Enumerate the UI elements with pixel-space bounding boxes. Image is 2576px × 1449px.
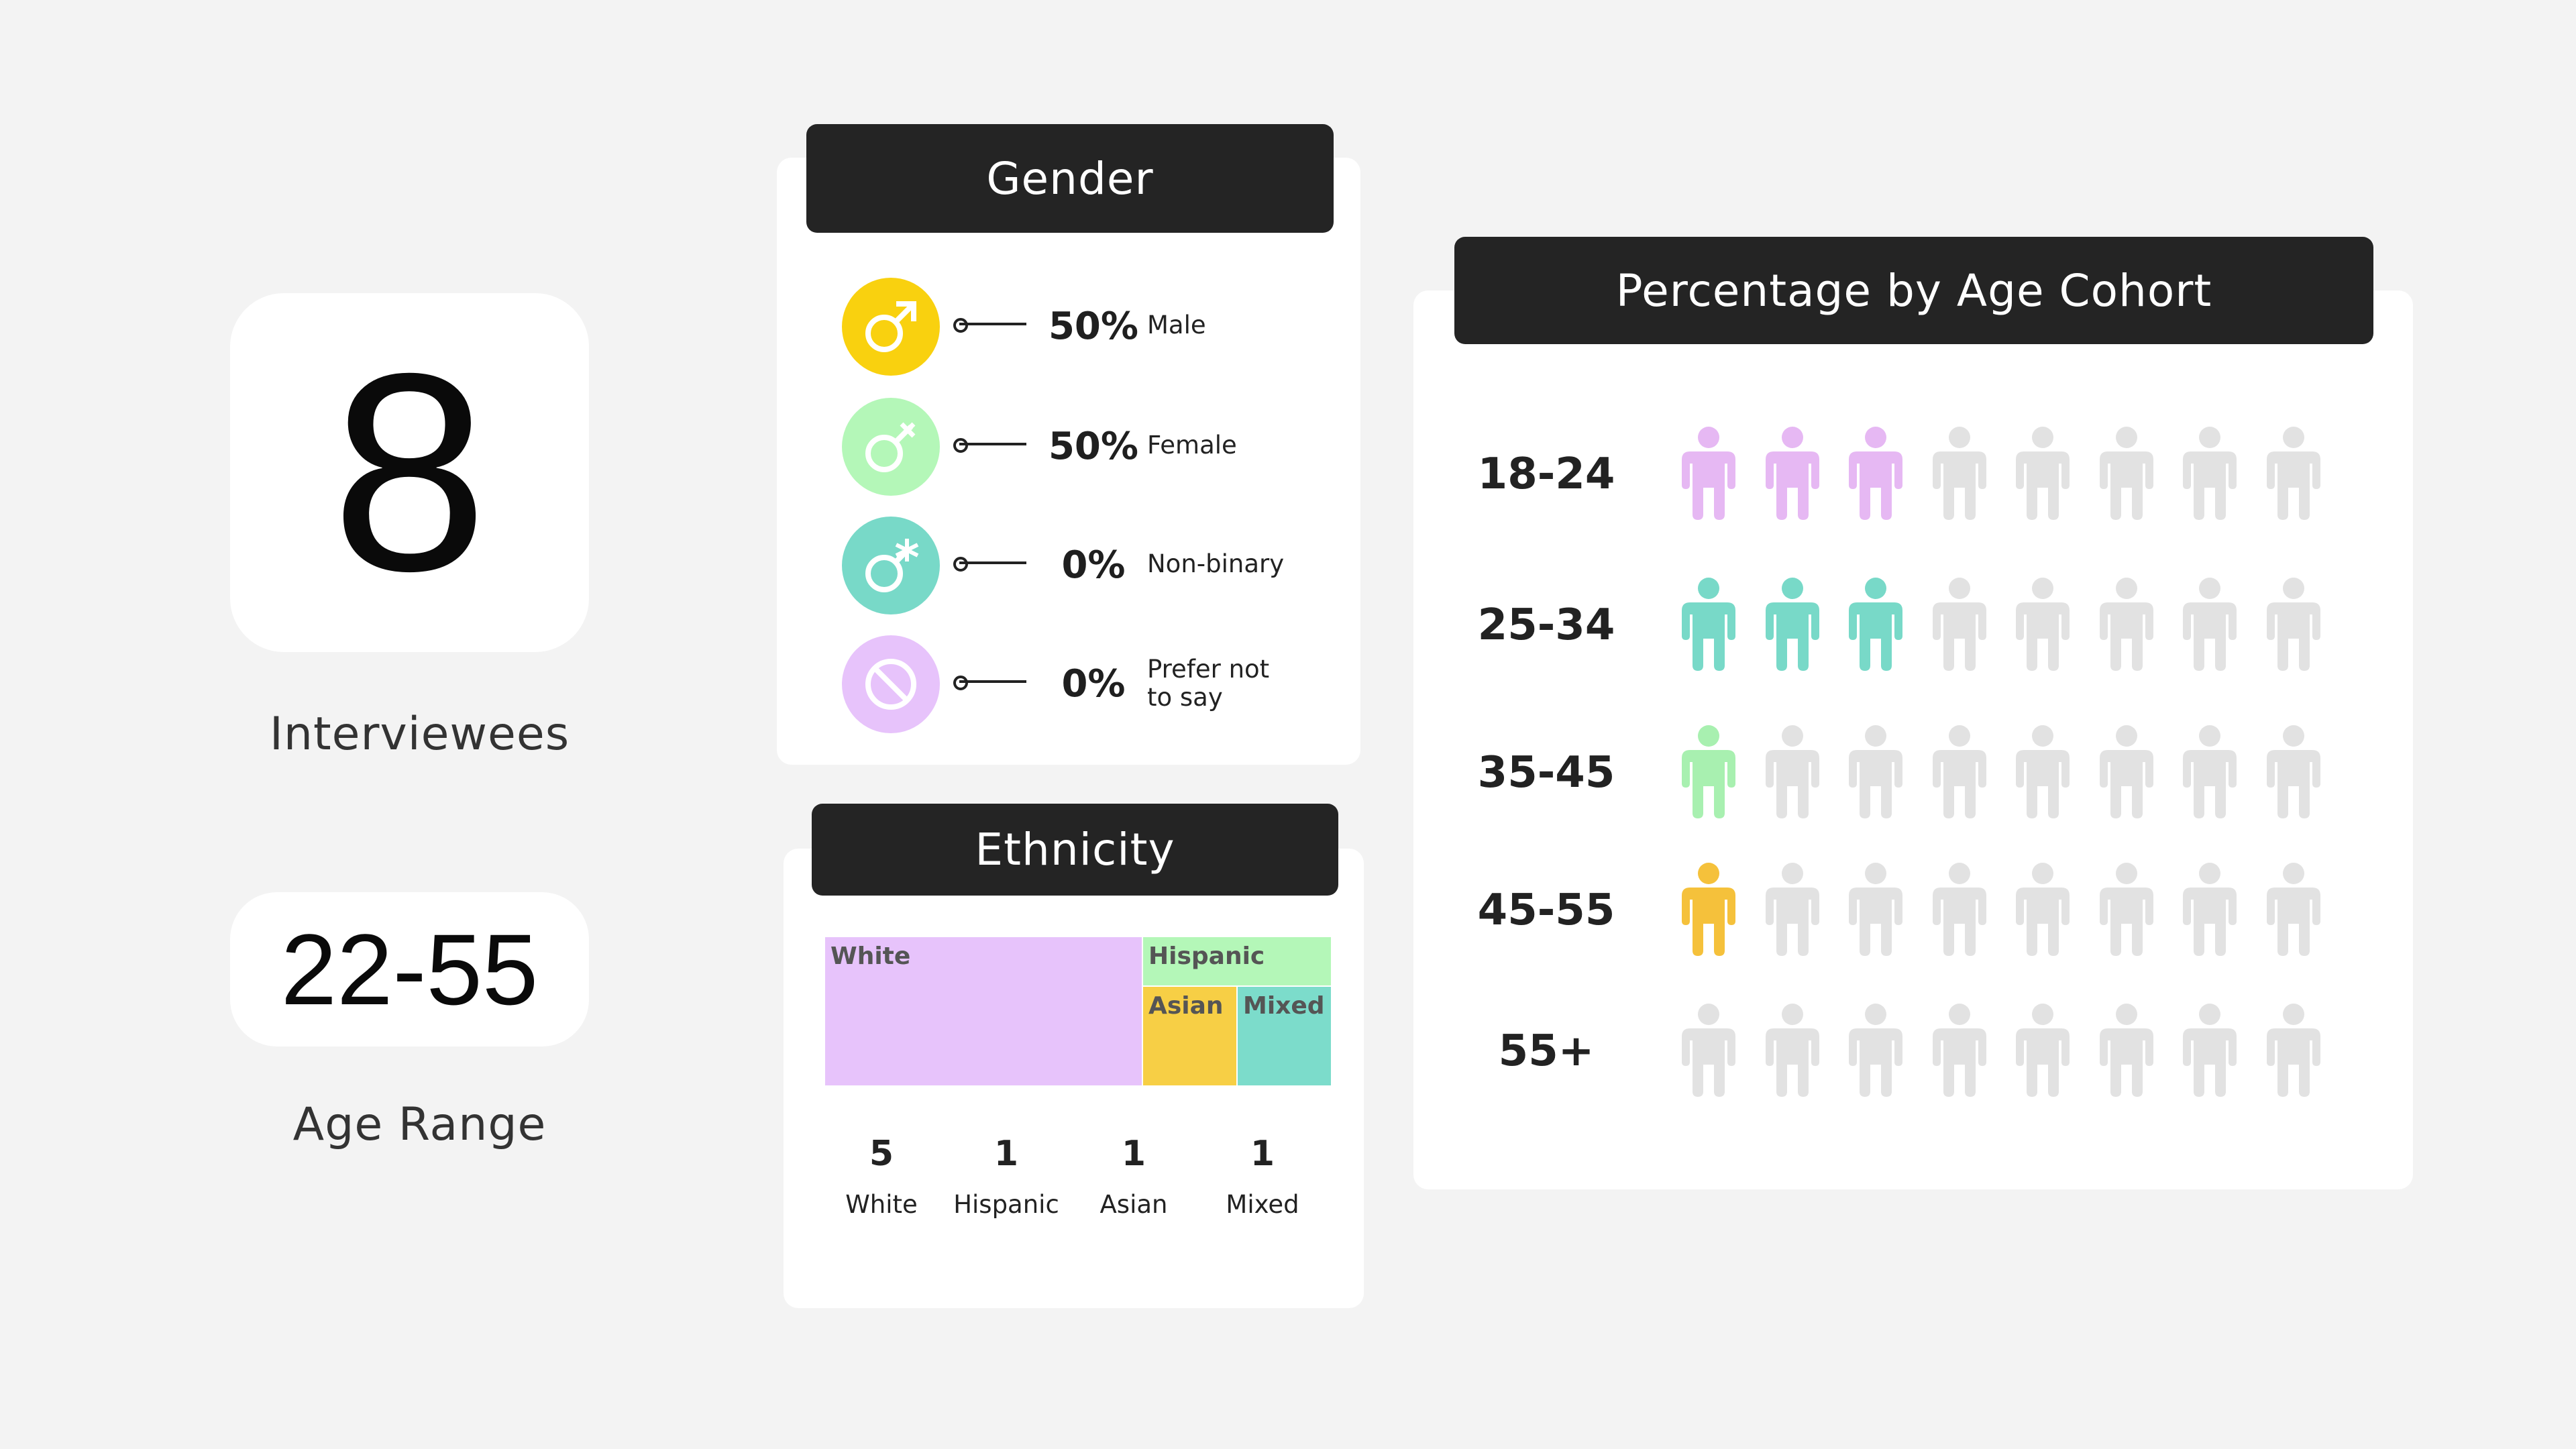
person-icon-empty [1931,577,1988,671]
person-icon-filled [1680,724,1737,818]
prefer-not-to-say-icon [842,635,940,733]
gender-label-male: Male [1147,311,1206,339]
age-range-value: 22-55 [280,913,539,1026]
person-icon-empty [2015,724,2071,818]
gender-row-prefer-not-to-say: 0% Prefer not to say [842,635,1352,736]
connector-dot [953,438,968,453]
person-icon-empty [1931,426,1988,520]
person-icon-empty [2182,724,2238,818]
person-icon-filled [1847,577,1904,671]
person-icon-filled [1764,426,1821,520]
non-binary-icon [842,517,940,614]
ethnicity-count-hispanic: 1 Hispanic [939,1134,1073,1219]
gender-title: Gender [806,124,1334,233]
female-icon [842,398,940,496]
cohort-label-18-24: 18-24 [1477,449,1615,499]
treemap-tile-white: White [824,936,1144,1087]
person-icon-empty [1680,1003,1737,1097]
gender-row-non-binary: 0% Non-binary [842,517,1352,617]
person-icon-filled [1680,862,1737,956]
person-icon-filled [1847,426,1904,520]
ethnicity-count-white: 5 White [814,1134,949,1219]
gender-row-male: 50% Male [842,278,1352,378]
gender-label-female: Female [1147,431,1237,460]
person-icon-empty [1764,1003,1821,1097]
ethnicity-count-label: Asian [1099,1190,1168,1219]
connector-line [959,680,1026,683]
connector-line [959,443,1026,445]
person-icon-empty [1847,724,1904,818]
ethnicity-title: Ethnicity [812,804,1338,896]
ethnicity-count-label: Mixed [1226,1190,1299,1219]
ethnicity-count-label: White [845,1190,918,1219]
person-icon-empty [2015,426,2071,520]
person-icon-empty [2015,862,2071,956]
person-icon-empty [2098,426,2155,520]
gender-label-prefer-not-to-say: Prefer not to say [1147,655,1270,712]
cohort-label-45-55: 45-55 [1477,885,1615,935]
person-icon-empty [2098,862,2155,956]
connector-line [959,561,1026,564]
connector-line [959,323,1026,325]
person-icon-empty [2098,577,2155,671]
ethnicity-count-value: 1 [994,1134,1019,1174]
person-icon-empty [2015,577,2071,671]
male-icon [842,278,940,376]
gender-pct-prefer-not-to-say: 0% [1061,662,1126,706]
person-icon-filled [1764,577,1821,671]
gender-pct-female: 50% [1048,425,1139,468]
interviewees-card: 8 [230,293,589,652]
cohort-label-25-34: 25-34 [1477,600,1615,650]
person-icon-filled [1680,426,1737,520]
person-icon-empty [2265,724,2322,818]
person-icon-empty [2182,577,2238,671]
gender-pct-male: 50% [1048,305,1139,348]
age-cohort-card [1413,290,2413,1189]
ethnicity-count-value: 1 [1121,1134,1146,1174]
ethnicity-count-label: Hispanic [953,1190,1059,1219]
age-cohort-title: Percentage by Age Cohort [1454,237,2373,344]
gender-pct-non-binary: 0% [1061,543,1126,587]
gender-label-non-binary: Non-binary [1147,549,1285,578]
connector-dot [953,557,968,572]
person-icon-empty [2182,862,2238,956]
person-icon-empty [1847,1003,1904,1097]
person-icon-empty [1931,1003,1988,1097]
person-icon-empty [1931,724,1988,818]
person-icon-empty [2265,577,2322,671]
person-icon-filled [1680,577,1737,671]
ethnicity-count-value: 1 [1250,1134,1275,1174]
interviewees-label: Interviewees [269,708,570,761]
person-icon-empty [1847,862,1904,956]
cohort-label-55+: 55+ [1498,1026,1595,1076]
connector-dot [953,676,968,690]
age-range-label: Age Range [292,1098,547,1151]
person-icon-empty [2098,1003,2155,1097]
age-range-card: 22-55 [230,892,589,1046]
treemap-tile-asian: Asian [1142,985,1238,1087]
person-icon-empty [2182,1003,2238,1097]
person-icon-empty [2265,1003,2322,1097]
person-icon-empty [1764,724,1821,818]
person-icon-empty [2098,724,2155,818]
person-icon-empty [2265,426,2322,520]
treemap-tile-hispanic: Hispanic [1142,936,1332,987]
person-icon-empty [2265,862,2322,956]
ethnicity-count-value: 5 [869,1134,894,1174]
connector-dot [953,318,968,333]
person-icon-empty [1931,862,1988,956]
treemap-tile-mixed: Mixed [1236,985,1332,1087]
person-icon-empty [2182,426,2238,520]
cohort-label-35-45: 35-45 [1477,748,1615,798]
interviewees-value: 8 [331,315,488,630]
gender-row-female: 50% Female [842,398,1352,498]
ethnicity-count-mixed: 1 Mixed [1195,1134,1330,1219]
person-icon-empty [1764,862,1821,956]
ethnicity-count-asian: 1 Asian [1067,1134,1201,1219]
person-icon-empty [2015,1003,2071,1097]
